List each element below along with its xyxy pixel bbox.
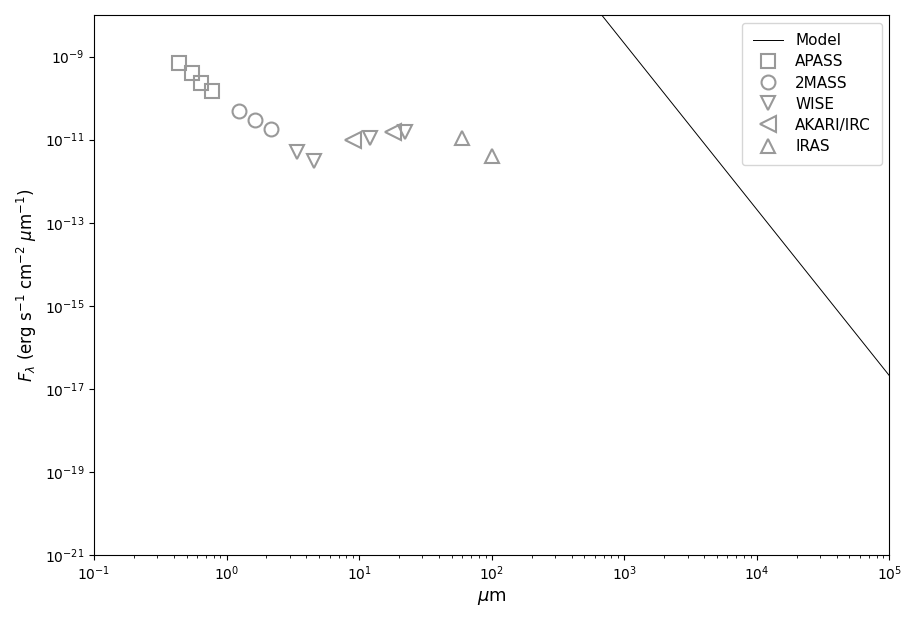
APASS — [195, 80, 206, 87]
Model — [757, 212, 768, 220]
2MASS — [266, 125, 277, 132]
AKARI/IRC — [388, 129, 399, 136]
IRAS — [486, 152, 497, 160]
Legend: Model, APASS, 2MASS, WISE, AKARI/IRC, IRAS: Model, APASS, 2MASS, WISE, AKARI/IRC, IR… — [742, 22, 882, 165]
WISE — [292, 149, 303, 156]
Model — [884, 372, 895, 379]
APASS — [187, 69, 198, 77]
Line: 2MASS: 2MASS — [232, 104, 278, 136]
APASS — [174, 59, 185, 67]
Line: Model: Model — [94, 0, 889, 376]
Y-axis label: $F_{\lambda}$ (erg s$^{-1}$ cm$^{-2}$ $\mu$m$^{-1}$): $F_{\lambda}$ (erg s$^{-1}$ cm$^{-2}$ $\… — [15, 188, 39, 382]
Line: WISE: WISE — [290, 126, 412, 169]
WISE — [399, 129, 410, 136]
Line: AKARI/IRC: AKARI/IRC — [345, 124, 402, 148]
X-axis label: $\mu$m: $\mu$m — [477, 589, 506, 607]
2MASS — [250, 116, 261, 124]
WISE — [309, 157, 320, 165]
WISE — [364, 134, 375, 142]
2MASS — [234, 107, 245, 114]
AKARI/IRC — [348, 136, 359, 144]
APASS — [206, 87, 217, 95]
IRAS — [457, 134, 468, 142]
Line: IRAS: IRAS — [456, 131, 499, 163]
Line: APASS: APASS — [172, 56, 218, 98]
